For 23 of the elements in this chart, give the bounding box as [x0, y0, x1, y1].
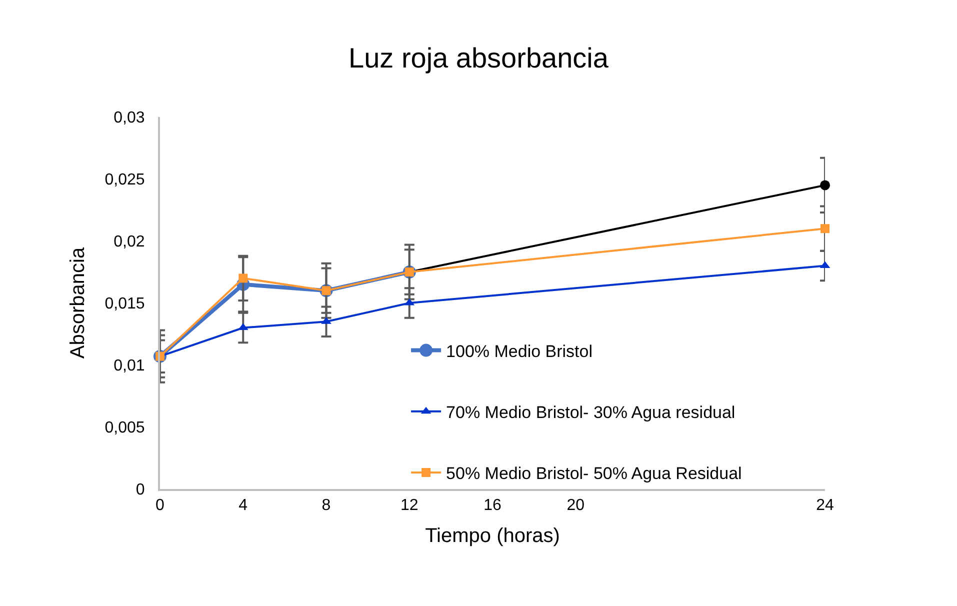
- legend-label: 70% Medio Bristol- 30% Agua residual: [446, 403, 736, 422]
- y-tick-label: 0,03: [114, 110, 145, 127]
- y-tick-label: 0,005: [104, 420, 145, 437]
- x-tick-label: 0: [156, 497, 165, 514]
- y-tick-label: 0,02: [114, 234, 145, 251]
- point: [238, 274, 248, 283]
- x-tick-label: 8: [322, 497, 331, 514]
- y-tick-label: 0,015: [104, 296, 145, 313]
- legend-label: 50% Medio Bristol- 50% Agua Residual: [446, 464, 742, 484]
- y-tick-label: 0,025: [104, 172, 145, 189]
- y-tick-label: 0: [136, 482, 145, 499]
- point: [820, 224, 830, 234]
- x-axis-title: Tiempo (horas): [425, 525, 560, 548]
- legend-label: 100% Medio Bristol: [446, 342, 593, 361]
- y-axis-title: Absorbancia: [66, 246, 89, 359]
- chart-title: Luz roja absorbancia: [348, 42, 609, 74]
- x-tick-label: 12: [400, 497, 418, 514]
- x-tick-label: 16: [484, 497, 502, 514]
- point: [820, 180, 830, 190]
- x-tick-label: 24: [816, 497, 834, 514]
- y-tick-label: 0,01: [114, 358, 145, 375]
- x-tick-label: 20: [566, 497, 585, 514]
- x-tick-label: 4: [238, 497, 248, 514]
